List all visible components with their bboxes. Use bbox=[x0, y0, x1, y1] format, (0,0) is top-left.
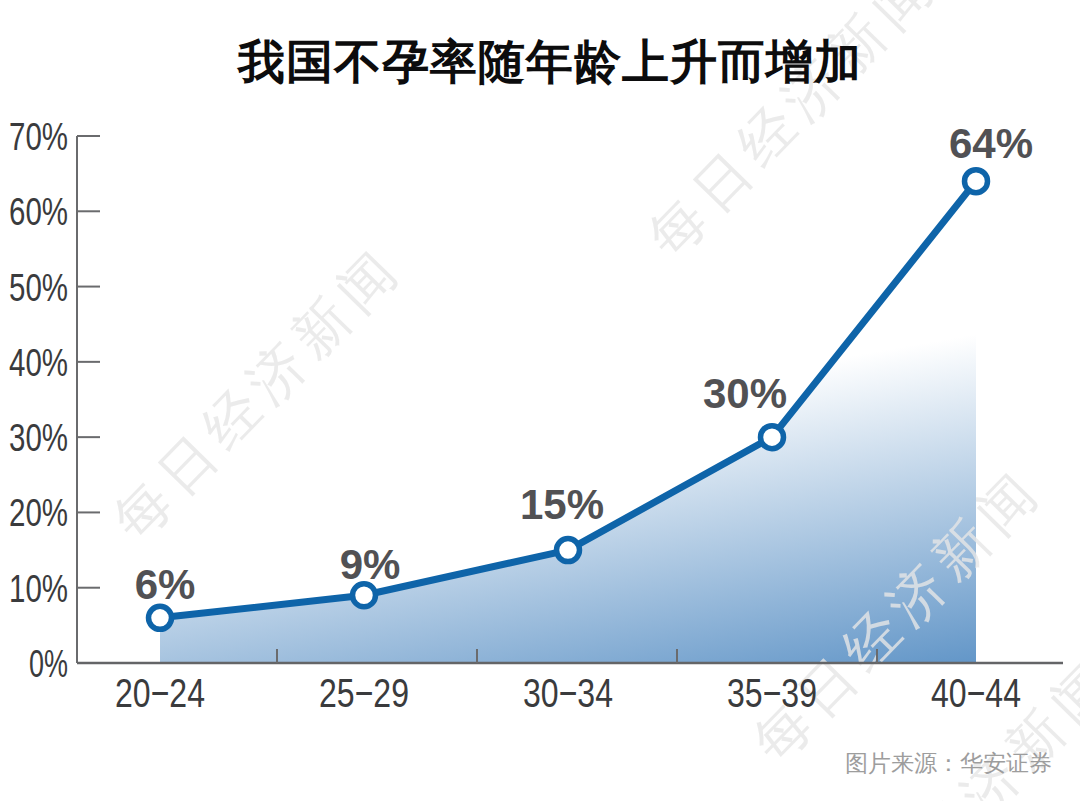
watermark-text: 每日经济新闻 bbox=[101, 234, 414, 552]
y-tick-label: 70% bbox=[9, 115, 68, 158]
y-tick-label: 0% bbox=[29, 642, 68, 685]
chart-canvas: 每日经济新闻每日经济新闻每日经济新闻每日经济新闻0%10%20%30%40%50… bbox=[0, 0, 1080, 801]
data-point-marker bbox=[761, 426, 784, 449]
y-tick-label: 30% bbox=[9, 416, 68, 459]
x-tick-label: 40−44 bbox=[931, 670, 1021, 716]
y-tick-label: 40% bbox=[9, 341, 68, 384]
y-tick-label: 60% bbox=[9, 190, 68, 233]
data-point-label: 6% bbox=[135, 561, 196, 608]
infertility-chart: 每日经济新闻每日经济新闻每日经济新闻每日经济新闻0%10%20%30%40%50… bbox=[0, 0, 1080, 801]
data-point-label: 15% bbox=[520, 481, 604, 528]
x-tick-label: 35−39 bbox=[727, 670, 817, 716]
chart-title: 我国不孕率随年龄上升而增加 bbox=[0, 31, 1080, 94]
area-fill bbox=[160, 181, 976, 663]
data-point-marker bbox=[965, 170, 988, 193]
y-tick-label: 50% bbox=[9, 266, 68, 309]
x-tick-label: 20−24 bbox=[115, 670, 205, 716]
data-point-label: 30% bbox=[703, 370, 787, 417]
source-caption: 图片来源：华安证券 bbox=[845, 748, 1052, 779]
data-point-label: 9% bbox=[340, 541, 401, 588]
x-tick-label: 30−34 bbox=[523, 670, 613, 716]
x-tick-label: 25−29 bbox=[319, 670, 409, 716]
data-point-marker bbox=[557, 539, 580, 562]
data-point-marker bbox=[149, 606, 172, 629]
y-tick-label: 10% bbox=[9, 567, 68, 610]
data-point-label: 64% bbox=[949, 120, 1033, 167]
y-tick-label: 20% bbox=[9, 491, 68, 534]
